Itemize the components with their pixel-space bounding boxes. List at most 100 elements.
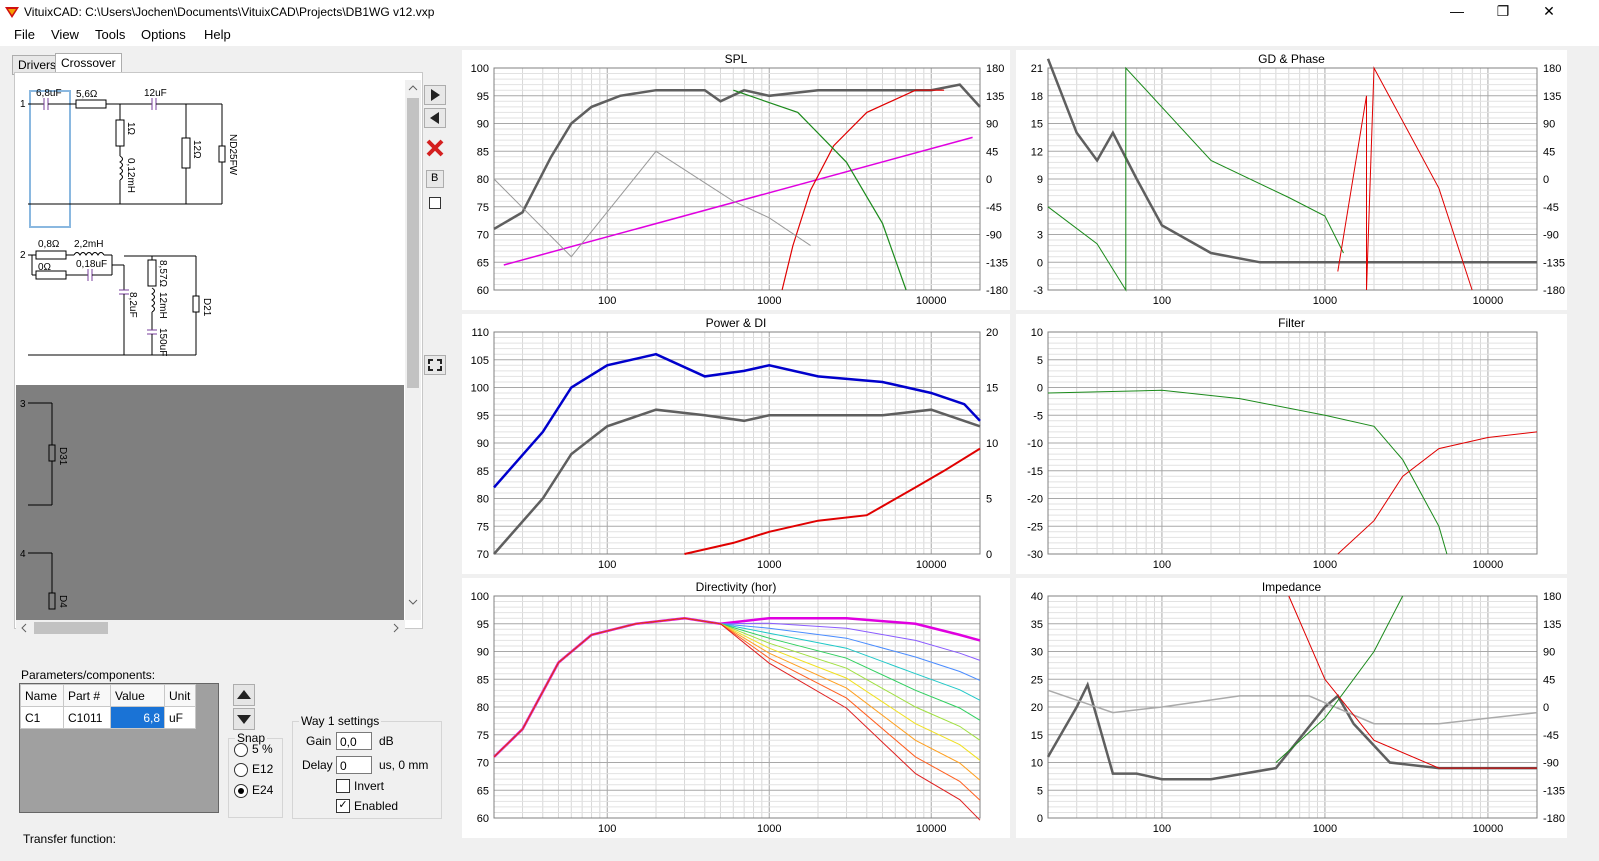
impedance-chart[interactable]: 40 35 30 25 20 15 10 5 0 180 135 90 45 0 -45 -90 -135 -18…	[1016, 578, 1567, 838]
y-tick-label: 21	[1031, 63, 1043, 75]
cell-name[interactable]: C1	[20, 706, 64, 729]
cell-value[interactable]: 6,8	[110, 706, 165, 729]
minimize-button[interactable]: —	[1450, 3, 1464, 19]
toggle-checkbox[interactable]	[424, 194, 446, 214]
y-tick-label: 15	[1031, 119, 1043, 131]
table-row[interactable]: C1 C1011 6,8 uF	[20, 706, 196, 729]
y-tick-label: -5	[1033, 410, 1043, 422]
column-header-part[interactable]: Part #	[63, 684, 111, 707]
snap-e24-radio[interactable]	[234, 784, 248, 798]
chart-frame	[1047, 331, 1538, 555]
remove-way-button[interactable]	[424, 108, 446, 128]
increase-value-button[interactable]	[233, 684, 255, 706]
y-tick-label: 90	[477, 438, 489, 450]
column-header-value[interactable]: Value	[110, 684, 165, 707]
directivity-chart[interactable]: 100 95 90 85 80 75 70 65 60 100 1000 10000 Directivi…	[462, 578, 1010, 838]
chart-frame	[1047, 595, 1538, 819]
menu-view[interactable]: View	[51, 27, 79, 42]
chart-plot[interactable]: 100 95 90 85 80 75 70 65 60 180 135 90 45 0 -45 -90 -135…	[462, 50, 1010, 310]
y-tick-label: 85	[477, 146, 489, 158]
chart-plot[interactable]: 100 95 90 85 80 75 70 65 60 100 1000 10000	[462, 578, 1010, 838]
filter-chart[interactable]: 10 5 0 -5 -10 -15 -20 -25 -30 100 1000 10000 Filter	[1016, 314, 1567, 574]
y-tick-label: 100	[471, 383, 489, 395]
window-title: VituixCAD: C:\Users\Jochen\Documents\Vit…	[24, 5, 435, 19]
snap-5pct-radio[interactable]	[234, 743, 248, 757]
delay-input[interactable]: 0	[336, 756, 372, 774]
close-button[interactable]: ✕	[1543, 3, 1555, 19]
spl-chart[interactable]: 100 95 90 85 80 75 70 65 60 180 135 90 45 0 -45 -90 -135…	[462, 50, 1010, 310]
menu-help[interactable]: Help	[204, 27, 231, 42]
y-tick-label: 30	[1031, 647, 1043, 659]
way1-c1-label: 6,8uF	[36, 88, 62, 99]
cell-unit[interactable]: uF	[164, 706, 196, 729]
schematic-canvas[interactable]: 1 6,8uF 5,6Ω 12uF 1Ω 0,12mH 12Ω ND25FW 2	[16, 80, 404, 385]
gain-input[interactable]: 0,0	[336, 732, 372, 750]
way2-l2-label: 12mH	[157, 292, 168, 319]
y-tick-label: 0	[1037, 813, 1043, 825]
chart-plot[interactable]: 40 35 30 25 20 15 10 5 0 180 135 90 45 0 -45 -90 -135 -18…	[1016, 578, 1567, 838]
power-di-chart[interactable]: 110 105 100 95 90 85 80 75 70 20 15 10 5 0 100 1000 1000…	[462, 314, 1010, 574]
chart-title: Impedance	[1261, 580, 1322, 594]
cell-part[interactable]: C1011	[63, 706, 111, 729]
maximize-button[interactable]: ❐	[1496, 3, 1510, 19]
scroll-right-icon[interactable]	[393, 623, 399, 633]
directivity-trace	[493, 617, 981, 758]
way2-r1-label: 0,8Ω	[38, 239, 60, 250]
y-tick-label: 10	[1031, 758, 1043, 770]
y2-tick-label: 45	[1543, 674, 1555, 686]
hscroll-thumb[interactable]	[34, 622, 108, 634]
chart-plot[interactable]: 21 18 15 12 9 6 3 0 -3 180 135 90 45 0 -45 -90 -135 -180 1…	[1016, 50, 1567, 310]
fit-view-button[interactable]	[424, 355, 446, 375]
y2-tick-label: -135	[986, 257, 1008, 269]
column-header-name[interactable]: Name	[20, 684, 64, 707]
y-tick-label: 18	[1031, 91, 1043, 103]
gd-phase-chart[interactable]: 21 18 15 12 9 6 3 0 -3 180 135 90 45 0 -45 -90 -135 -180 1…	[1016, 50, 1567, 310]
y2-tick-label: 45	[1543, 146, 1555, 158]
scroll-down-icon[interactable]	[408, 599, 418, 605]
schematic-vertical-scrollbar[interactable]	[405, 80, 421, 620]
schematic-horizontal-scrollbar[interactable]	[16, 620, 405, 636]
invert-checkbox[interactable]	[336, 779, 350, 793]
enabled-checkbox[interactable]: ✓	[336, 799, 350, 813]
chart-grid	[493, 331, 981, 555]
impedance-woofer-trace	[1275, 595, 1404, 763]
delay-unit: us, 0 mm	[379, 758, 429, 772]
y-tick-label: -25	[1027, 521, 1043, 533]
directivity-trace	[493, 617, 981, 781]
x-tick-label: 100	[1153, 295, 1171, 307]
snap-5pct-label: 5 %	[252, 742, 273, 756]
spl-phase-trace	[493, 150, 811, 258]
y2-tick-label: 10	[986, 438, 998, 450]
y-tick-label: 90	[477, 647, 489, 659]
snap-e12-radio[interactable]	[234, 763, 248, 777]
triangle-down-icon	[237, 715, 251, 724]
menu-tools[interactable]: Tools	[95, 27, 126, 42]
scroll-up-icon[interactable]	[408, 85, 418, 91]
y-tick-label: 100	[471, 591, 489, 603]
decrease-value-button[interactable]	[233, 708, 255, 730]
tab-crossover[interactable]: Crossover	[55, 53, 122, 75]
y-tick-label: 90	[477, 119, 489, 131]
x-tick-label: 10000	[1473, 823, 1504, 835]
expand-icon	[424, 355, 446, 375]
chart-plot[interactable]: 10 5 0 -5 -10 -15 -20 -25 -30 100 1000 10000	[1016, 314, 1567, 574]
delete-button[interactable]	[424, 138, 446, 158]
snap-title: Snap	[235, 731, 268, 745]
add-way-button[interactable]	[424, 85, 446, 105]
chart-title: GD & Phase	[1258, 52, 1325, 66]
parameters-table[interactable]: Name Part # Value Unit C1 C1011 6,8 uF	[19, 683, 219, 813]
phase-tweeter-trace	[1337, 66, 1473, 291]
menu-file[interactable]: File	[14, 27, 35, 42]
scroll-left-icon[interactable]	[21, 623, 27, 633]
b-button[interactable]: B	[424, 170, 446, 190]
y2-tick-label: 135	[986, 91, 1004, 103]
column-header-unit[interactable]: Unit	[164, 684, 196, 707]
y2-tick-label: 135	[1543, 619, 1561, 631]
way2-driver-label: D21	[201, 298, 212, 317]
snap-group: Snap 5 % E12 E24	[228, 731, 283, 818]
scroll-thumb[interactable]	[407, 98, 419, 388]
power-trace	[493, 352, 981, 489]
menu-options[interactable]: Options	[141, 27, 186, 42]
y-tick-label: 80	[477, 494, 489, 506]
